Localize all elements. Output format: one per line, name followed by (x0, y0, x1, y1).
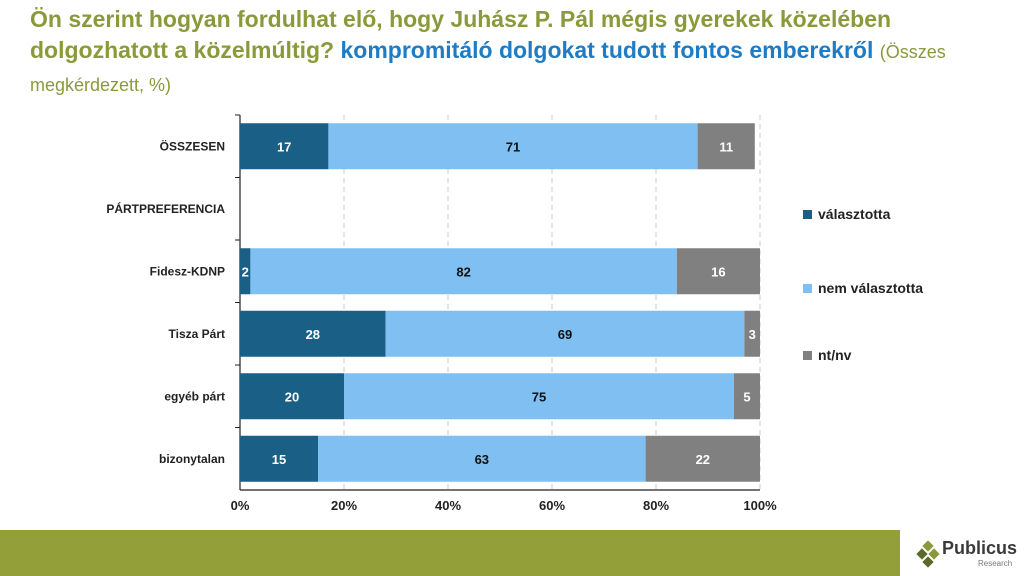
category-label: egyéb párt (164, 389, 225, 403)
bar-segment (240, 123, 329, 170)
legend-swatch (803, 351, 812, 360)
data-label: 17 (277, 139, 291, 154)
category-label: ÖSSZESEN (160, 138, 225, 153)
data-label: 16 (711, 264, 725, 279)
title-base-note: (Összes megkérdezett, %) (30, 42, 946, 95)
bar-segment (744, 310, 760, 357)
bar-segment (344, 373, 734, 420)
data-label: 28 (306, 327, 320, 342)
data-label: 22 (696, 452, 710, 467)
data-label: 69 (558, 327, 572, 342)
x-tick-label: 60% (539, 498, 565, 513)
bar-segment (318, 435, 646, 482)
data-label: 71 (506, 139, 520, 154)
bar-segment (240, 373, 344, 420)
bar-segment (697, 123, 755, 170)
bar-segment (328, 123, 698, 170)
data-label: 11 (719, 139, 733, 154)
bar-segment (734, 373, 760, 420)
data-label: 63 (475, 452, 489, 467)
data-label: 15 (272, 452, 286, 467)
data-label: 3 (749, 327, 756, 342)
chart-title: Ön szerint hogyan fordulhat elő, hogy Ju… (30, 4, 1010, 101)
logo-subtitle: Research (978, 559, 1013, 568)
legend-label: nt/nv (818, 347, 852, 363)
legend-swatch (803, 284, 812, 293)
x-tick-label: 40% (435, 498, 461, 513)
bar-segment (385, 310, 745, 357)
x-tick-label: 80% (643, 498, 669, 513)
logo-name: Publicus (942, 538, 1018, 558)
data-label: 82 (456, 264, 470, 279)
x-tick-label: 20% (331, 498, 357, 513)
bar-segment (645, 435, 760, 482)
data-label: 5 (743, 389, 750, 404)
data-label: 2 (242, 264, 249, 279)
legend-swatch (803, 210, 812, 219)
publicus-logo: Publicus Research (916, 532, 1024, 576)
category-label: bizonytalan (159, 452, 225, 466)
category-label: Tisza Párt (169, 327, 225, 341)
data-label: 75 (532, 389, 546, 404)
bar-segment (240, 435, 318, 482)
footer-bar (0, 530, 900, 576)
bar-segment (240, 310, 386, 357)
category-label: PÁRTPREFERENCIA (106, 201, 225, 216)
legend-label: választotta (818, 206, 891, 222)
data-label: 20 (285, 389, 299, 404)
category-label: Fidesz-KDNP (150, 264, 225, 278)
title-answer-option: kompromitáló dolgokat tudott fontos embe… (340, 37, 874, 63)
x-tick-label: 0% (231, 498, 250, 513)
bar-segment (250, 248, 677, 295)
x-tick-label: 100% (743, 498, 777, 513)
legend-label: nem választotta (818, 280, 923, 296)
publicus-logo-icon (916, 540, 940, 568)
bar-segment (676, 248, 760, 295)
title-question: Ön szerint hogyan fordulhat elő, hogy Ju… (30, 6, 892, 63)
bar-segment (240, 248, 251, 295)
